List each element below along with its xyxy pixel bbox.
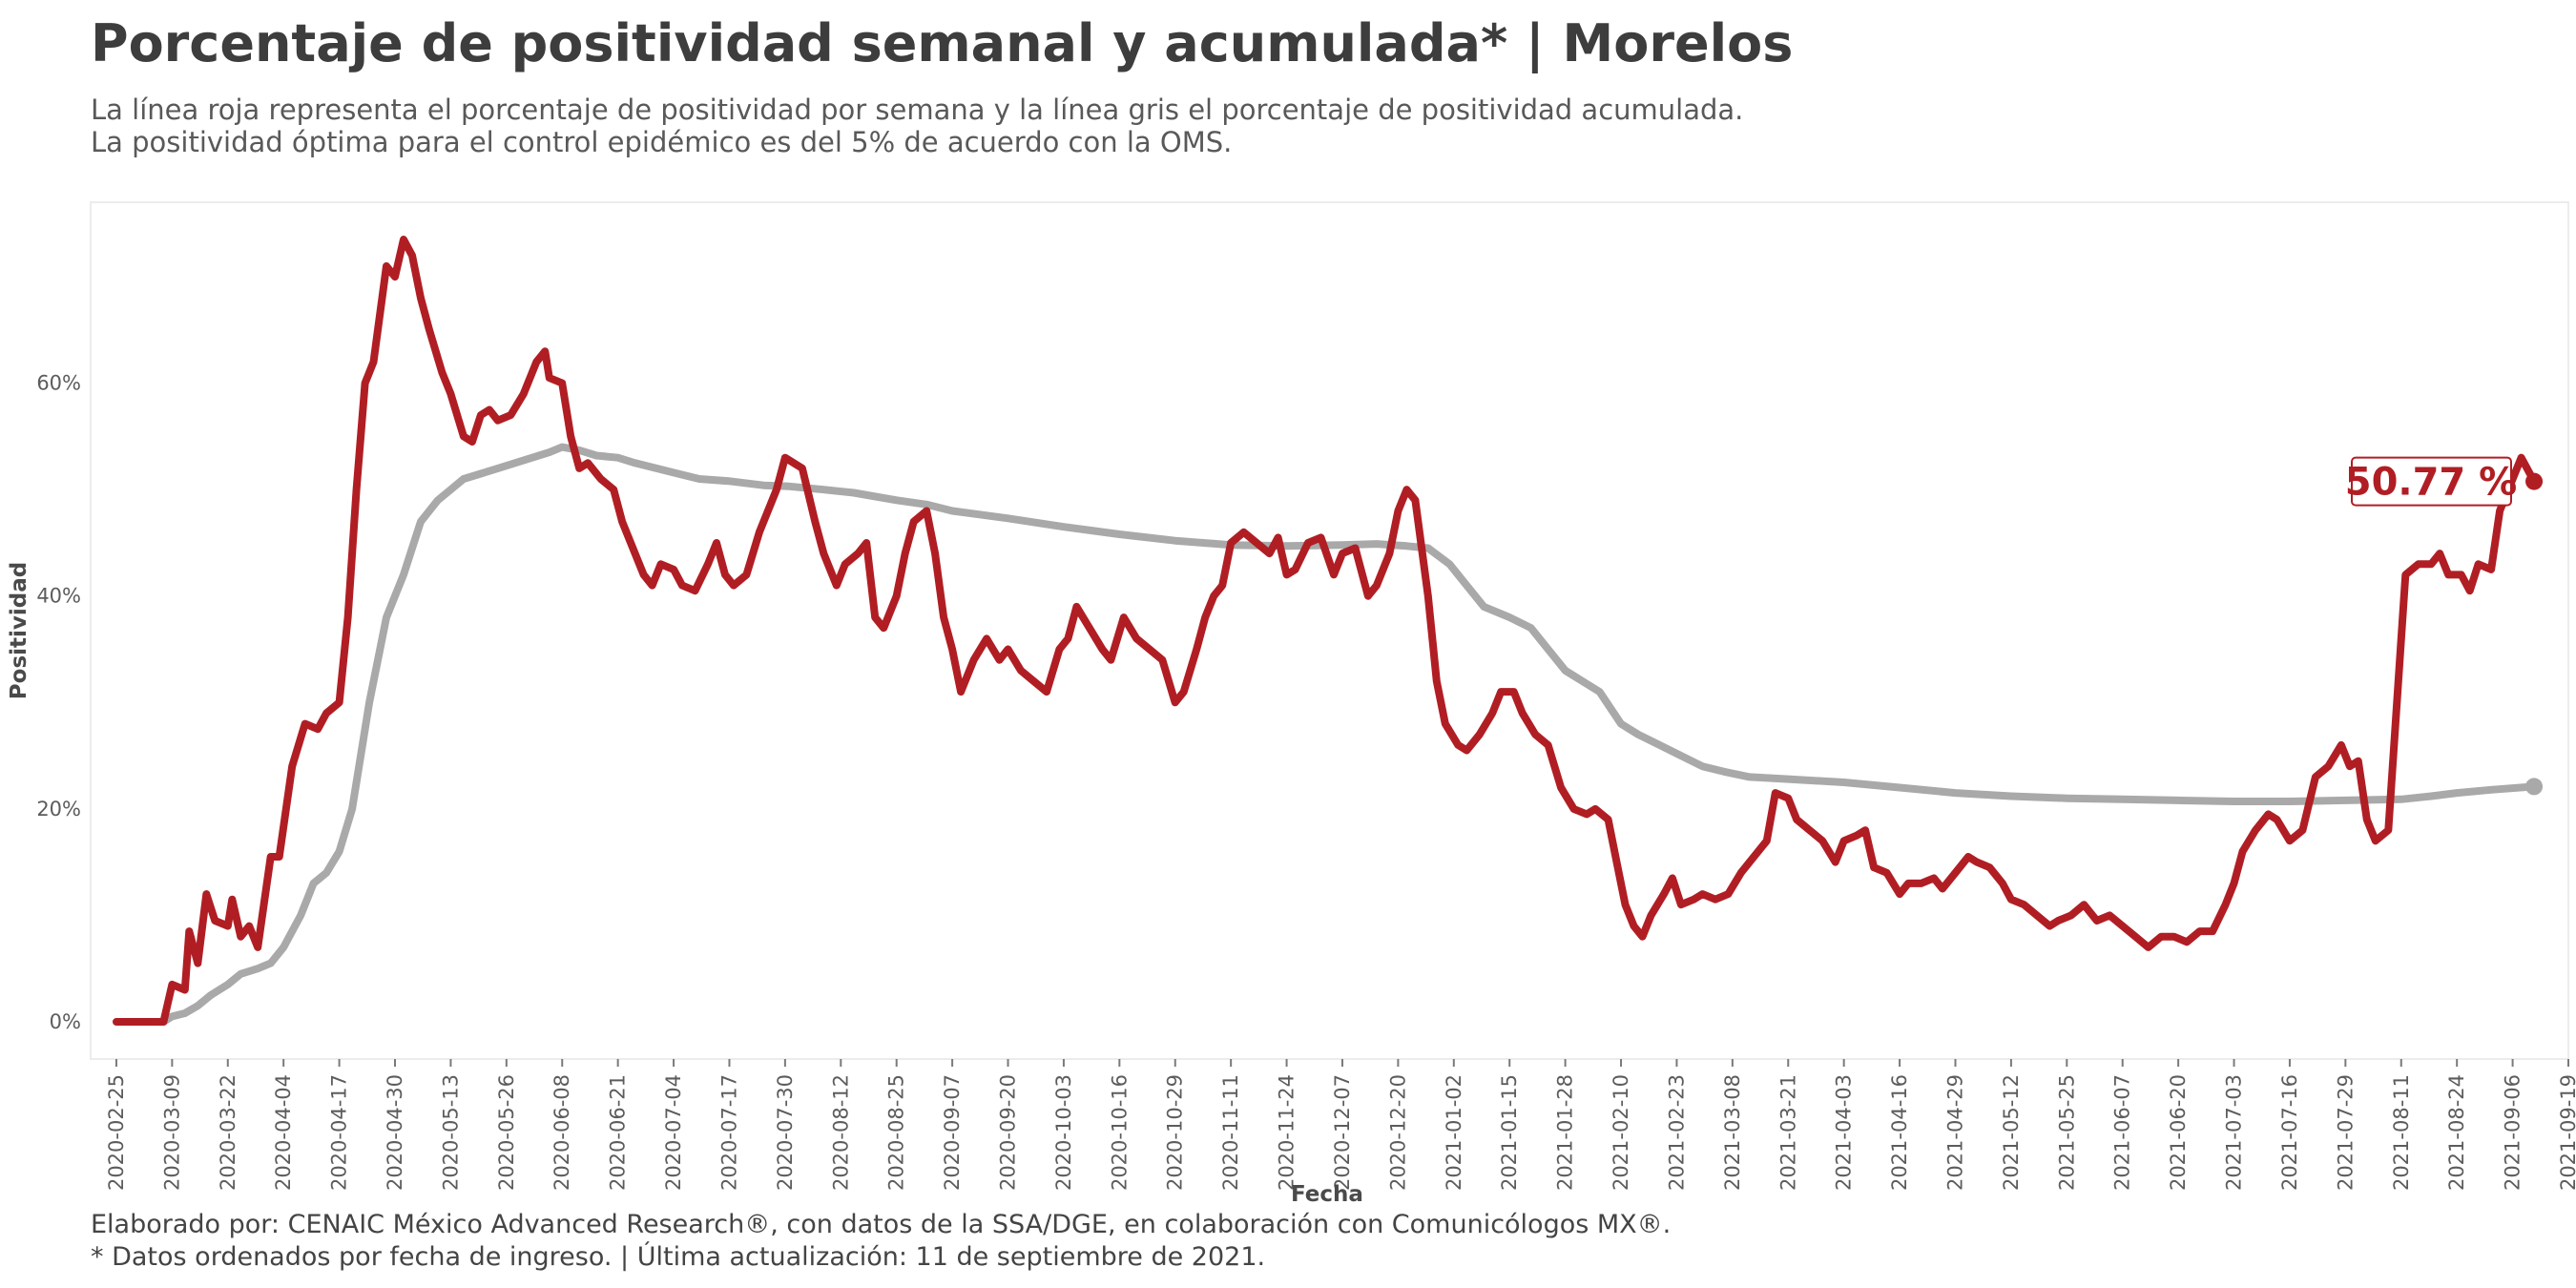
cumulative-endpoint-marker: [2525, 778, 2544, 796]
x-tick-label: 2020-11-24: [1276, 1074, 1298, 1191]
y-axis-title: Positividad: [7, 562, 31, 699]
y-axis-ticks: 0% 20% 40% 60%: [36, 372, 81, 1033]
latest-value-label-box: [2351, 456, 2512, 507]
x-tick-label: 2021-09-06: [2502, 1074, 2524, 1191]
plot-panel: [90, 201, 2569, 1060]
y-tick-label: 40%: [36, 585, 81, 608]
x-tick-label: 2021-04-29: [1943, 1074, 1966, 1191]
chart-title: Porcentaje de positividad semanal y acum…: [91, 13, 1794, 73]
chart-subtitle-line-1: La línea roja representa el porcentaje d…: [91, 93, 1744, 126]
x-axis-title: Fecha: [1291, 1182, 1363, 1207]
x-tick-label: 2021-06-07: [2111, 1074, 2134, 1191]
x-tick-label: 2020-08-25: [885, 1074, 908, 1191]
x-tick-label: 2020-06-21: [607, 1074, 630, 1191]
weekly-endpoint-marker: [2525, 472, 2544, 490]
x-tick-label: 2020-05-26: [495, 1074, 518, 1191]
x-tick-label: 2020-06-08: [551, 1074, 573, 1191]
x-tick-label: 2021-04-03: [1833, 1074, 1856, 1191]
x-tick-label: 2020-08-12: [829, 1074, 852, 1191]
x-tick-label: 2021-04-16: [1888, 1074, 1911, 1191]
x-tick-label: 2021-06-20: [2167, 1074, 2190, 1191]
series-layer: [113, 236, 2539, 1026]
y-tick-label: 60%: [36, 372, 81, 395]
latest-value-label: 50.77 %: [2345, 461, 2518, 505]
x-tick-label: 2020-02-25: [105, 1074, 128, 1191]
x-tick-label: 2021-01-02: [1443, 1074, 1465, 1191]
y-tick-label: 20%: [36, 798, 81, 821]
x-tick-label: 2021-07-29: [2334, 1074, 2357, 1191]
x-tick-label: 2020-04-04: [272, 1074, 295, 1191]
x-tick-label: 2021-05-12: [2000, 1074, 2023, 1191]
x-tick-label: 2020-10-16: [1108, 1074, 1131, 1191]
x-tick-label: 2020-10-03: [1052, 1074, 1075, 1191]
x-tick-label: 2020-09-20: [997, 1074, 1020, 1191]
x-tick-label: 2021-09-19: [2557, 1074, 2576, 1191]
x-tick-label: 2020-10-29: [1164, 1074, 1187, 1191]
update-note: * Datos ordenados por fecha de ingreso. …: [91, 1242, 1266, 1272]
x-tick-label: 2020-12-20: [1386, 1074, 1409, 1191]
x-tick-label: 2021-01-15: [1498, 1074, 1521, 1191]
x-tick-label: 2021-02-10: [1610, 1074, 1632, 1191]
x-tick-label: 2021-08-11: [2390, 1074, 2413, 1191]
x-tick-label: 2020-05-13: [439, 1074, 462, 1191]
x-tick-label: 2020-07-17: [717, 1074, 740, 1191]
cumulative-positivity-line: [159, 443, 2539, 1026]
chart-subtitle-line-2: La positividad óptima para el control ep…: [91, 126, 1233, 158]
x-axis-ticks: 2020-02-25 2020-03-09 2020-03-22 2020-04-04…: [105, 1059, 2576, 1191]
source-caption: Elaborado por: CENAIC México Advanced Re…: [91, 1210, 1672, 1239]
x-tick-label: 2021-01-28: [1554, 1074, 1577, 1191]
x-tick-label: 2020-07-30: [774, 1074, 797, 1191]
x-tick-label: 2020-03-09: [160, 1074, 183, 1191]
x-tick-label: 2021-02-23: [1665, 1074, 1688, 1191]
x-tick-label: 2021-07-03: [2223, 1074, 2246, 1191]
weekly-positivity-line: [113, 236, 2539, 1026]
x-tick-label: 2021-05-25: [2055, 1074, 2078, 1191]
x-tick-label: 2021-03-21: [1776, 1074, 1799, 1191]
x-tick-label: 2020-07-04: [662, 1074, 685, 1191]
x-tick-label: 2021-07-16: [2278, 1074, 2301, 1191]
x-tick-label: 2020-04-30: [384, 1074, 406, 1191]
x-tick-label: 2020-04-17: [328, 1074, 351, 1191]
x-tick-label: 2020-09-07: [941, 1074, 964, 1191]
x-tick-label: 2020-11-11: [1219, 1074, 1242, 1191]
x-tick-label: 2020-12-07: [1331, 1074, 1354, 1191]
x-tick-label: 2021-03-08: [1721, 1074, 1744, 1191]
x-tick-label: 2020-03-22: [217, 1074, 239, 1191]
annotation-layer: 50.77 %: [2345, 456, 2544, 796]
x-tick-label: 2021-08-24: [2445, 1074, 2468, 1191]
y-tick-label: 0%: [50, 1010, 81, 1033]
